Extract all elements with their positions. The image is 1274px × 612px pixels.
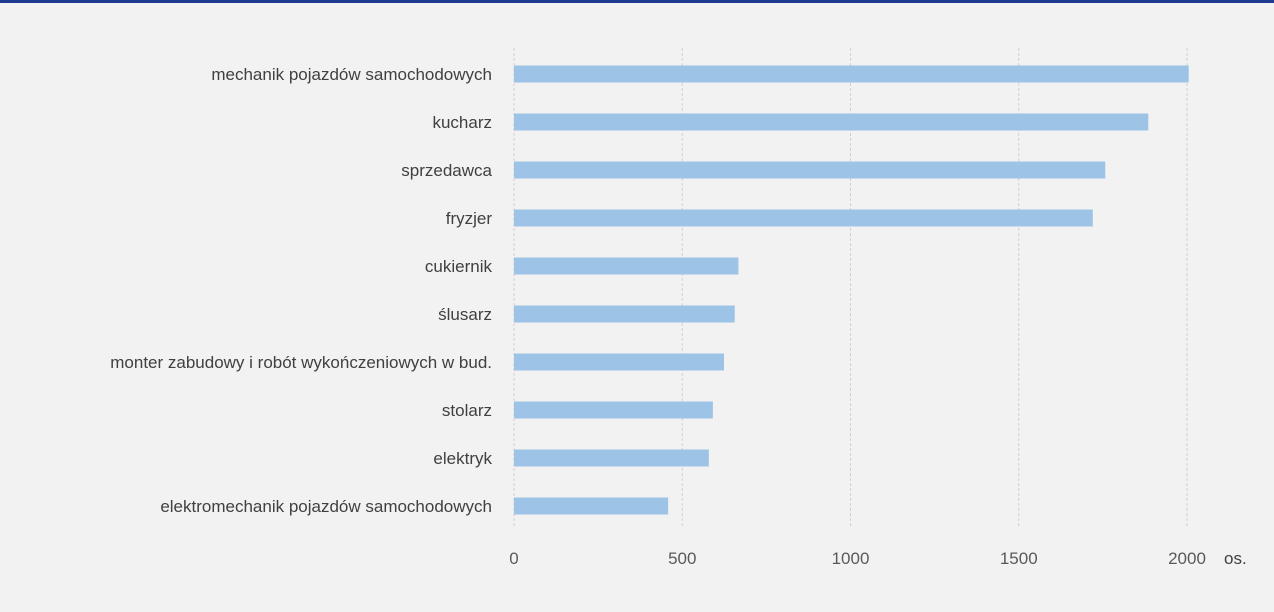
bar-1 bbox=[514, 65, 1189, 83]
x-tick-label-1000: 1000 bbox=[832, 549, 870, 568]
category-labels: mechanik pojazdów samochodowych kucharz sp… bbox=[110, 65, 492, 516]
category-label-4: fryzjer bbox=[446, 209, 493, 228]
category-label-10: elektromechanik pojazdów samochodowych bbox=[160, 497, 492, 516]
bar-7 bbox=[514, 353, 724, 371]
top-border bbox=[0, 0, 1274, 3]
bars bbox=[514, 65, 1189, 515]
x-tick-label-2000: 2000 bbox=[1168, 549, 1206, 568]
category-label-8: stolarz bbox=[442, 401, 492, 420]
category-label-7: monter zabudowy i robót wykończeniowych … bbox=[110, 353, 492, 372]
bar-3 bbox=[514, 161, 1106, 179]
x-tick-labels: 0 500 1000 1500 2000 bbox=[509, 549, 1206, 568]
x-tick-label-1500: 1500 bbox=[1000, 549, 1038, 568]
bar-5 bbox=[514, 257, 739, 275]
x-tick-label-500: 500 bbox=[668, 549, 696, 568]
category-label-9: elektryk bbox=[433, 449, 492, 468]
bar-4 bbox=[514, 209, 1093, 227]
x-tick-label-0: 0 bbox=[509, 549, 518, 568]
category-label-5: cukiernik bbox=[425, 257, 493, 276]
category-label-6: ślusarz bbox=[438, 305, 492, 324]
category-label-3: sprzedawca bbox=[401, 161, 492, 180]
bar-2 bbox=[514, 113, 1149, 131]
bar-8 bbox=[514, 401, 713, 419]
category-label-1: mechanik pojazdów samochodowych bbox=[211, 65, 492, 84]
bar-10 bbox=[514, 497, 669, 515]
bar-9 bbox=[514, 449, 709, 467]
category-label-2: kucharz bbox=[432, 113, 492, 132]
bar-6 bbox=[514, 305, 735, 323]
x-axis-unit-label: os. bbox=[1224, 549, 1247, 568]
